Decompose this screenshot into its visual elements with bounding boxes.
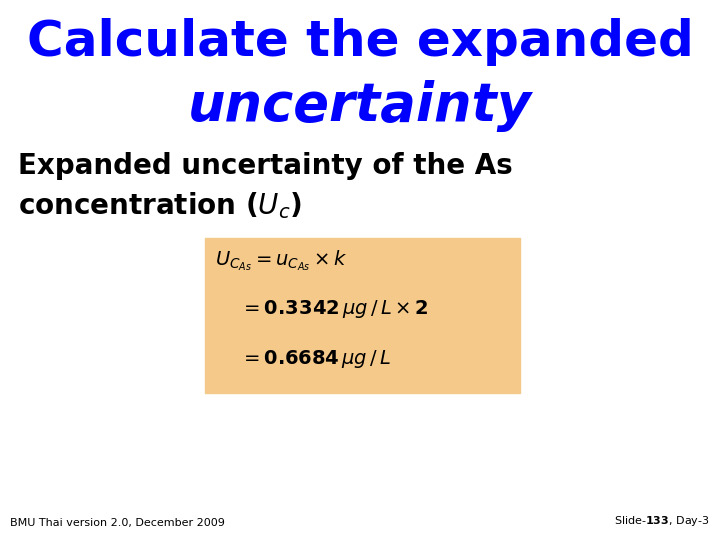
- Text: $= \mathbf{0.3342}\,\mu g\,/\,L\times\mathbf{2}$: $= \mathbf{0.3342}\,\mu g\,/\,L\times\ma…: [240, 298, 428, 320]
- Text: concentration ($\mathit{U_c}$): concentration ($\mathit{U_c}$): [18, 190, 302, 221]
- Text: $U_{C_{As}} = u_{C_{As}} \times \mathit{k}$: $U_{C_{As}} = u_{C_{As}} \times \mathit{…: [215, 248, 348, 273]
- Text: Slide-$\mathbf{133}$, Day-3: Slide-$\mathbf{133}$, Day-3: [614, 514, 710, 528]
- FancyBboxPatch shape: [205, 238, 520, 393]
- Text: Calculate the expanded: Calculate the expanded: [27, 18, 693, 66]
- Text: Expanded uncertainty of the As: Expanded uncertainty of the As: [18, 152, 513, 180]
- Text: BMU Thai version 2.0, December 2009: BMU Thai version 2.0, December 2009: [10, 518, 225, 528]
- Text: $= \mathbf{0.6684}\,\mu g\,/\,L$: $= \mathbf{0.6684}\,\mu g\,/\,L$: [240, 348, 391, 370]
- Text: uncertainty: uncertainty: [188, 80, 532, 132]
